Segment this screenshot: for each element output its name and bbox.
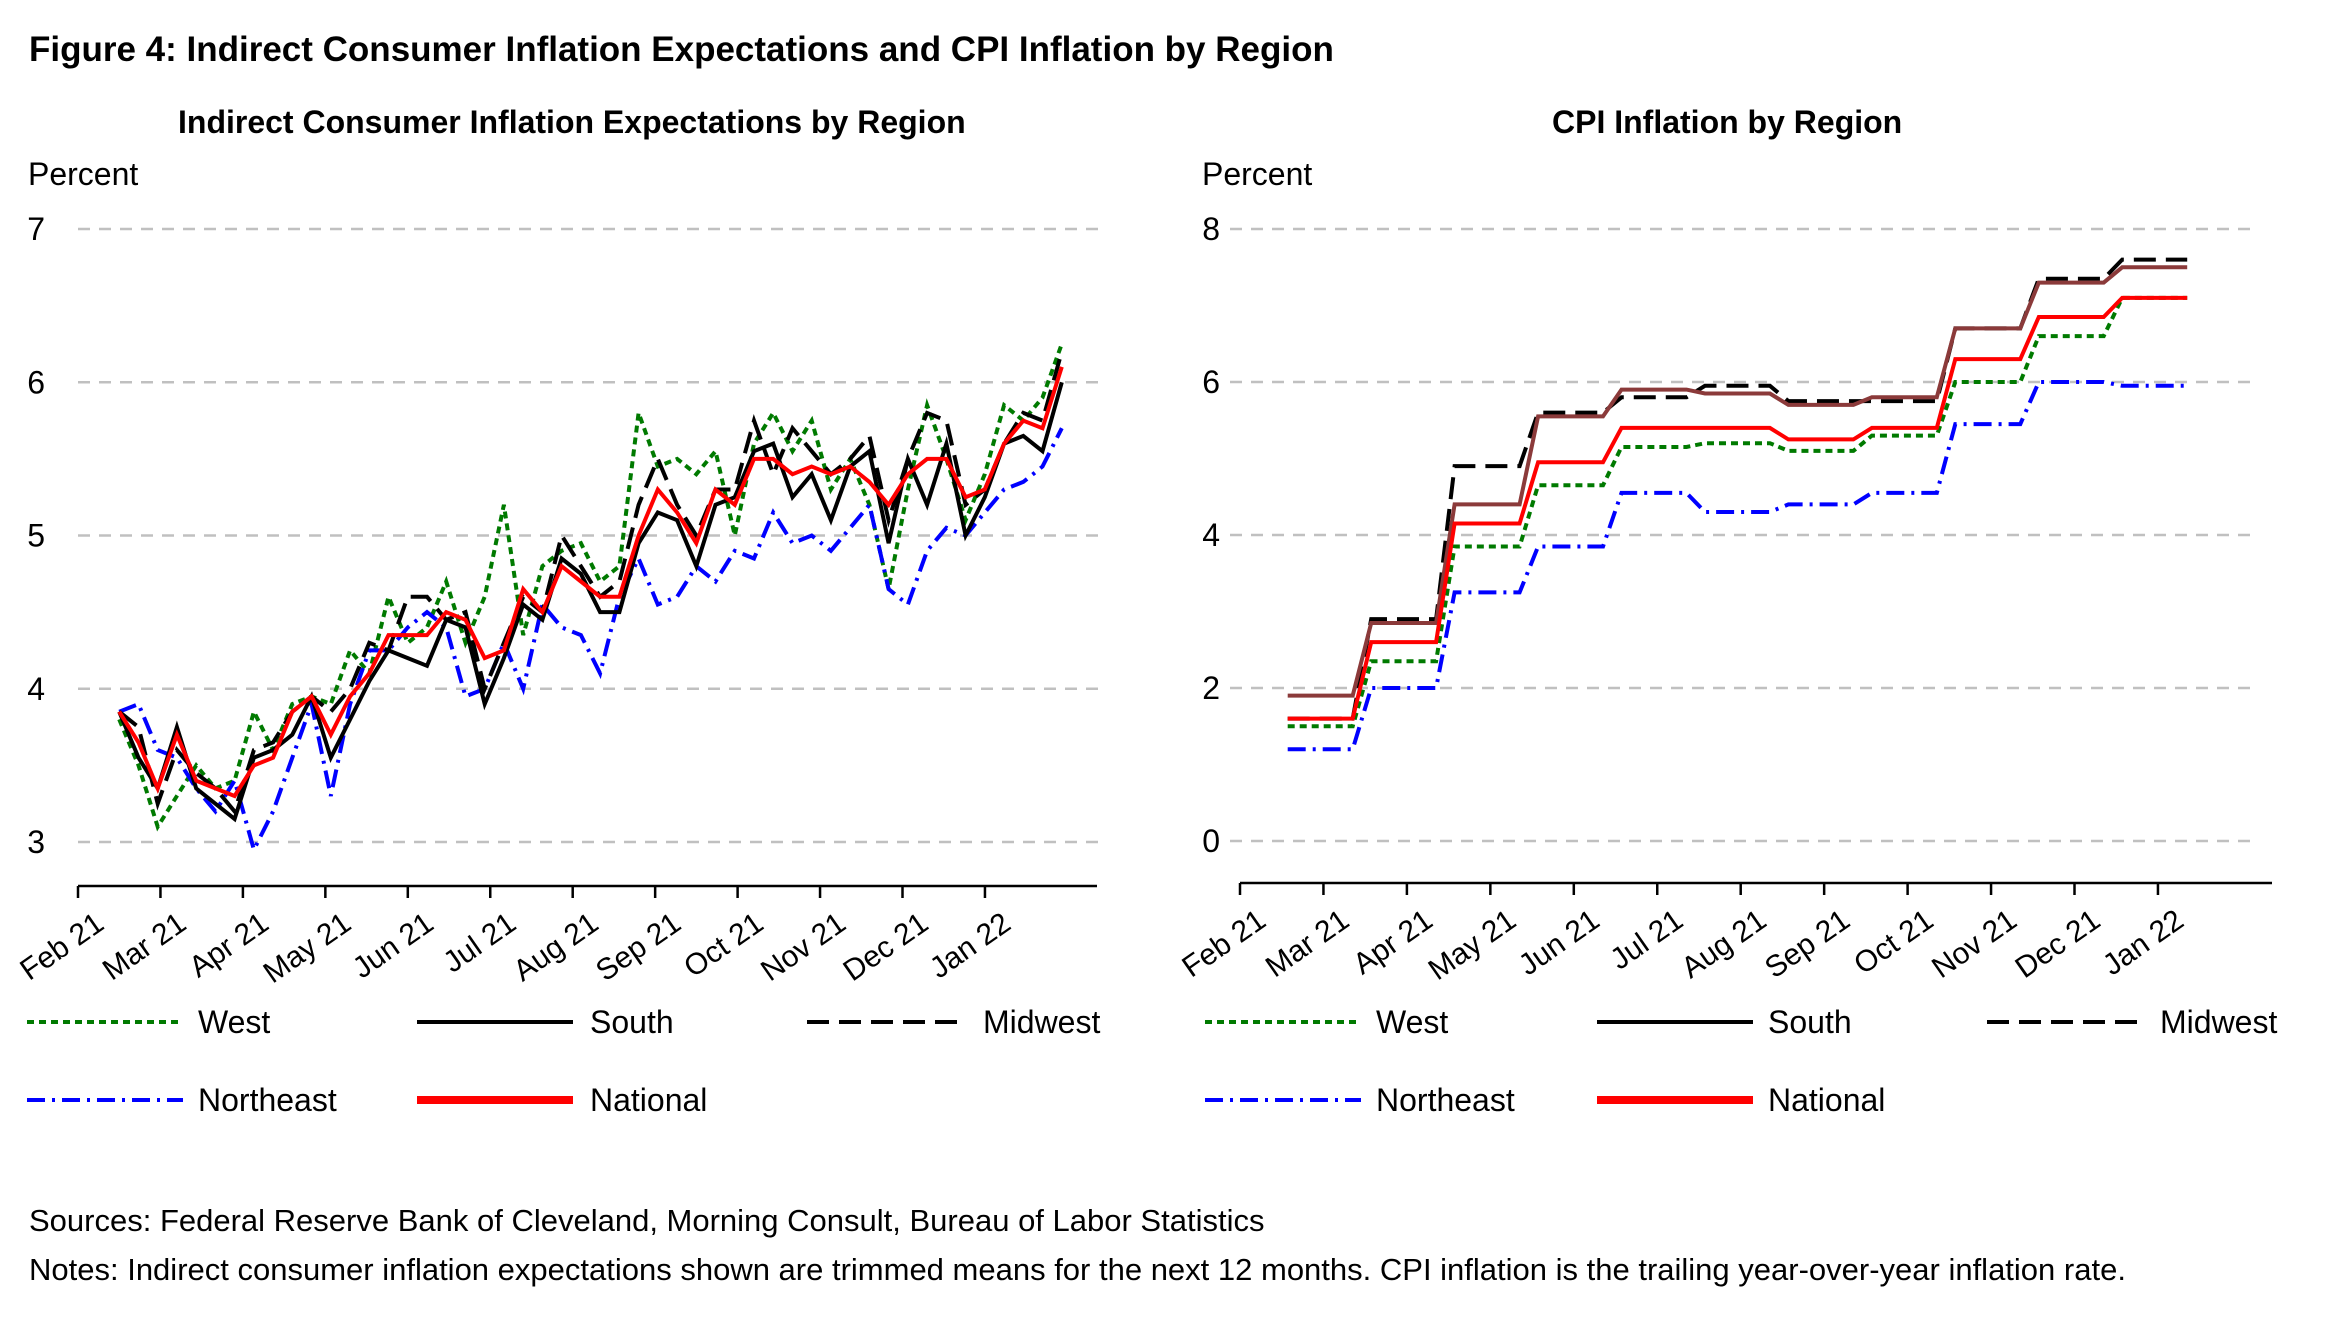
- right-series-west: [1287, 295, 2188, 729]
- left-x-tick-label: Feb 21: [14, 906, 109, 987]
- right-y-tick-label: 0: [1202, 823, 1220, 859]
- left-series-south: [117, 381, 1064, 823]
- left-chart-title: Indirect Consumer Inflation Expectations…: [178, 104, 966, 140]
- left-x-tick-label: Oct 21: [678, 906, 769, 984]
- right-y-tick-label: 6: [1202, 364, 1220, 400]
- right-x-tick-label: Oct 21: [1848, 903, 1939, 981]
- right-legend-label-west: West: [1376, 1004, 1448, 1040]
- right-series-midwest: [1287, 257, 2188, 721]
- left-legend-label-south: South: [590, 1004, 674, 1040]
- right-series-south: [1287, 265, 2188, 698]
- left-legend-label-northeast: Northeast: [198, 1082, 337, 1118]
- left-x-tick-label: Jun 21: [347, 906, 440, 985]
- left-legend-label-west: West: [198, 1004, 270, 1040]
- right-y-tick-label: 2: [1202, 670, 1220, 706]
- right-legend-label-south: South: [1768, 1004, 1852, 1040]
- left-y-tick-label: 7: [27, 211, 45, 247]
- left-series-national: [117, 366, 1064, 799]
- left-x-tick-label: Jul 21: [438, 906, 523, 979]
- left-x-tick-label: Apr 21: [183, 906, 274, 984]
- right-x-tick-label: Jan 22: [2097, 903, 2190, 982]
- left-x-tick-label: Aug 21: [508, 906, 605, 988]
- left-x-tick-label: Nov 21: [755, 906, 852, 988]
- left-x-tick-label: Dec 21: [837, 906, 934, 988]
- right-x-tick-label: Mar 21: [1260, 903, 1355, 984]
- figure-title: Figure 4: Indirect Consumer Inflation Ex…: [29, 30, 1334, 69]
- right-chart-title: CPI Inflation by Region: [1552, 104, 1903, 140]
- left-y-tick-label: 5: [27, 518, 45, 554]
- left-x-tick-label: Mar 21: [97, 906, 192, 987]
- right-legend-label-northeast: Northeast: [1376, 1082, 1515, 1118]
- right-x-tick-label: Feb 21: [1176, 903, 1271, 984]
- right-x-tick-label: Sep 21: [1759, 903, 1856, 985]
- right-y-tick-label: 8: [1202, 211, 1220, 247]
- left-y-axis-label: Percent: [28, 156, 139, 192]
- right-x-tick-label: Dec 21: [2009, 903, 2106, 985]
- right-y-axis-label: Percent: [1202, 156, 1313, 192]
- left-x-tick-label: Jan 22: [924, 906, 1017, 985]
- right-series-national: [1287, 295, 2188, 721]
- right-x-tick-label: Nov 21: [1926, 903, 2023, 985]
- left-y-tick-label: 6: [27, 364, 45, 400]
- left-x-tick-label: Sep 21: [590, 906, 687, 988]
- right-x-tick-label: Jun 21: [1513, 903, 1606, 982]
- left-legend-label-midwest: Midwest: [983, 1004, 1100, 1040]
- left-y-tick-label: 3: [27, 824, 45, 860]
- right-x-tick-label: May 21: [1423, 903, 1523, 986]
- left-y-tick-label: 4: [27, 671, 45, 707]
- right-x-tick-label: Aug 21: [1676, 903, 1773, 985]
- right-legend-label-midwest: Midwest: [2160, 1004, 2277, 1040]
- left-series-northeast: [118, 427, 1064, 856]
- right-x-tick-label: Jul 21: [1605, 903, 1690, 976]
- notes-text: Notes: Indirect consumer inflation expec…: [29, 1252, 2126, 1287]
- right-x-tick-label: Apr 21: [1347, 903, 1438, 981]
- right-y-tick-label: 4: [1202, 517, 1220, 553]
- right-legend-label-national: National: [1768, 1082, 1885, 1118]
- right-series-northeast: [1287, 380, 2188, 752]
- left-series-midwest: [117, 351, 1064, 816]
- sources-note: Sources: Federal Reserve Bank of Clevela…: [29, 1203, 1265, 1238]
- left-legend-label-national: National: [590, 1082, 707, 1118]
- left-x-tick-label: May 21: [258, 906, 358, 989]
